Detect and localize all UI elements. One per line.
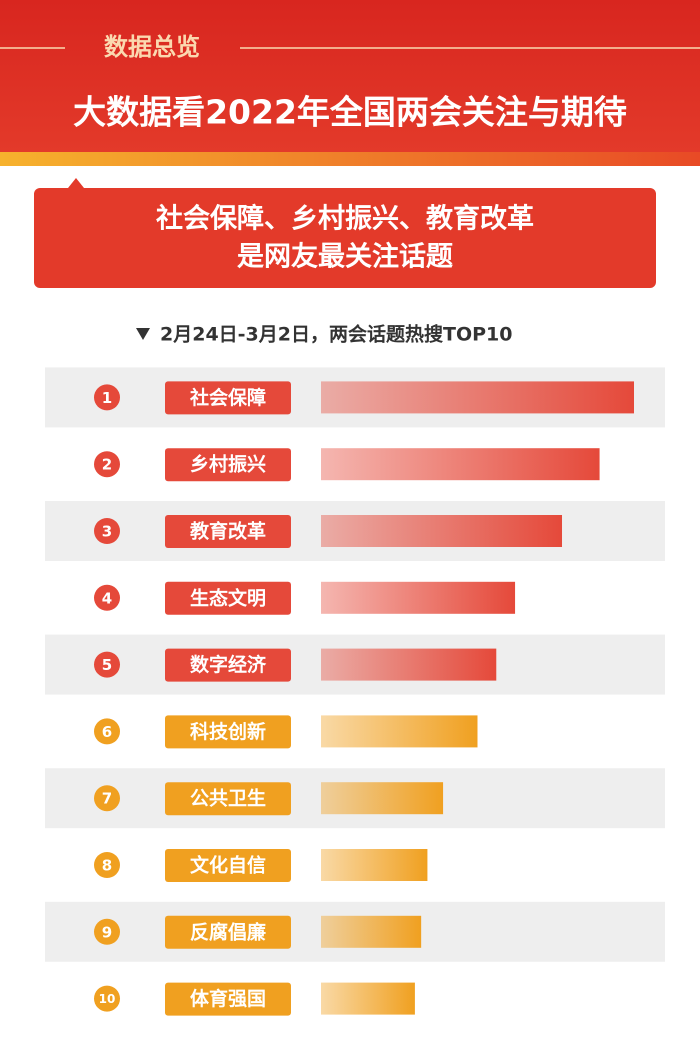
category-label: 体育强国 xyxy=(190,987,266,1010)
bar xyxy=(321,715,478,748)
banner-box xyxy=(34,188,656,288)
category-label: 反腐倡廉 xyxy=(190,920,266,943)
rank-badge xyxy=(94,451,120,478)
rank-badge xyxy=(94,651,120,678)
rank-badge xyxy=(94,584,120,611)
category-box xyxy=(165,915,291,949)
bar xyxy=(321,515,563,547)
category-box xyxy=(165,849,291,882)
rank-badge xyxy=(94,718,120,745)
rank-label: 1 xyxy=(102,389,112,407)
category-box xyxy=(165,715,291,749)
bar xyxy=(321,982,415,1015)
rank-label: 7 xyxy=(102,790,112,808)
category-box xyxy=(165,782,291,816)
category-label: 乡村振兴 xyxy=(190,453,266,476)
chart-subtitle: 2月24日-3月2日，两会话题热搜TOP10 xyxy=(160,323,512,346)
category-box xyxy=(165,381,291,415)
banner-pointer xyxy=(68,178,84,188)
header-tag: 数据总览 xyxy=(104,33,200,61)
category-label: 教育改革 xyxy=(190,520,266,543)
subtitle-marker xyxy=(136,328,150,340)
chart: 1 社会保障 2 乡村振兴 3 教育改革 4 生态文明 5 数字经济 6 科技创新 7 公共卫生 8 文化自信… xyxy=(45,367,665,1016)
rank-badge xyxy=(94,985,120,1012)
category-label: 社会保障 xyxy=(189,386,266,409)
bar xyxy=(321,782,444,815)
bar xyxy=(321,381,634,414)
bar xyxy=(321,915,422,948)
category-label: 数字经济 xyxy=(190,653,267,676)
category-box xyxy=(165,581,291,615)
category-label: 文化自信 xyxy=(190,854,266,877)
rank-label: 8 xyxy=(102,857,112,875)
banner-line: 社会保障、乡村振兴、教育改革 xyxy=(156,203,534,235)
rank-badge xyxy=(94,384,120,411)
rank-badge xyxy=(94,785,120,812)
header-bg xyxy=(0,0,700,152)
bar xyxy=(321,849,428,881)
category-label: 公共卫生 xyxy=(190,787,266,810)
category-box xyxy=(165,448,291,482)
rank-badge xyxy=(94,918,120,945)
rank-label: 6 xyxy=(102,723,112,741)
bar xyxy=(321,581,516,614)
category-box xyxy=(165,515,291,548)
rank-badge xyxy=(94,518,120,544)
header-title: 大数据看2022年全国两会关注与期待 xyxy=(73,93,627,132)
rank-label: 2 xyxy=(102,456,112,474)
bar xyxy=(321,448,600,481)
bar xyxy=(321,648,497,681)
rank-label: 5 xyxy=(102,656,112,674)
category-box xyxy=(165,982,291,1016)
header-strip xyxy=(0,152,700,166)
banner-line: 是网友最关注话题 xyxy=(237,241,453,273)
rank-label: 3 xyxy=(102,523,112,541)
rank-label: 10 xyxy=(99,992,116,1006)
category-label: 生态文明 xyxy=(190,586,266,609)
rank-label: 4 xyxy=(102,589,112,607)
rank-badge xyxy=(94,852,120,878)
category-label: 科技创新 xyxy=(190,720,266,743)
rank-label: 9 xyxy=(102,923,112,941)
category-box xyxy=(165,648,291,682)
